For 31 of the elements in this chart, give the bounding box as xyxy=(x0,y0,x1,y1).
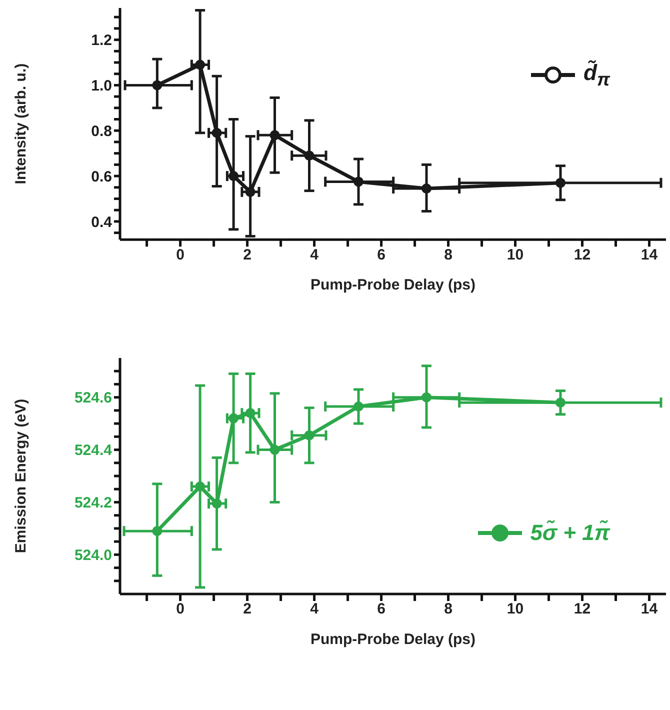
x-tick-label: 0 xyxy=(176,600,184,618)
y-tick-label: 0.4 xyxy=(91,214,113,231)
x-tick-label: 2 xyxy=(243,600,252,618)
x-tick-label: 10 xyxy=(506,600,524,618)
x-tick-label: 4 xyxy=(310,246,320,264)
x-tick-label: 8 xyxy=(444,246,452,264)
legend-label: 5σ̃ + 1π̃ xyxy=(530,520,610,546)
y-tick-label: 0.6 xyxy=(91,168,112,186)
y-tick-label: 1.0 xyxy=(91,78,112,95)
x-tick-label: 12 xyxy=(574,600,591,618)
y-tick-label: 1.2 xyxy=(91,32,112,50)
x-tick-label: 12 xyxy=(574,246,591,264)
x-tick-label: 10 xyxy=(506,246,524,264)
x-tick-label: 14 xyxy=(640,600,658,618)
x-tick-label: 6 xyxy=(377,600,386,618)
y-tick-label: 524.4 xyxy=(74,442,113,460)
x-tick-label: 14 xyxy=(640,246,658,264)
y-axis-title: Intensity (arb. u.) xyxy=(12,63,30,184)
x-axis-title: Pump-Probe Delay (ps) xyxy=(310,276,476,294)
x-tick-label: 8 xyxy=(444,600,452,618)
y-tick-label: 524.2 xyxy=(74,494,112,512)
x-tick-label: 2 xyxy=(243,246,252,264)
y-tick-label: 524.6 xyxy=(74,390,112,407)
legend-label: d̃$_{π}$ xyxy=(583,60,610,90)
y-tick-label: 524.0 xyxy=(74,546,112,564)
x-tick-label: 0 xyxy=(176,246,184,264)
x-tick-label: 4 xyxy=(310,600,320,618)
x-axis-title: Pump-Probe Delay (ps) xyxy=(310,631,476,648)
y-axis-title: Emission Energy (eV) xyxy=(12,398,30,554)
x-tick-label: 6 xyxy=(377,246,386,264)
y-tick-label: 0.8 xyxy=(91,122,112,140)
